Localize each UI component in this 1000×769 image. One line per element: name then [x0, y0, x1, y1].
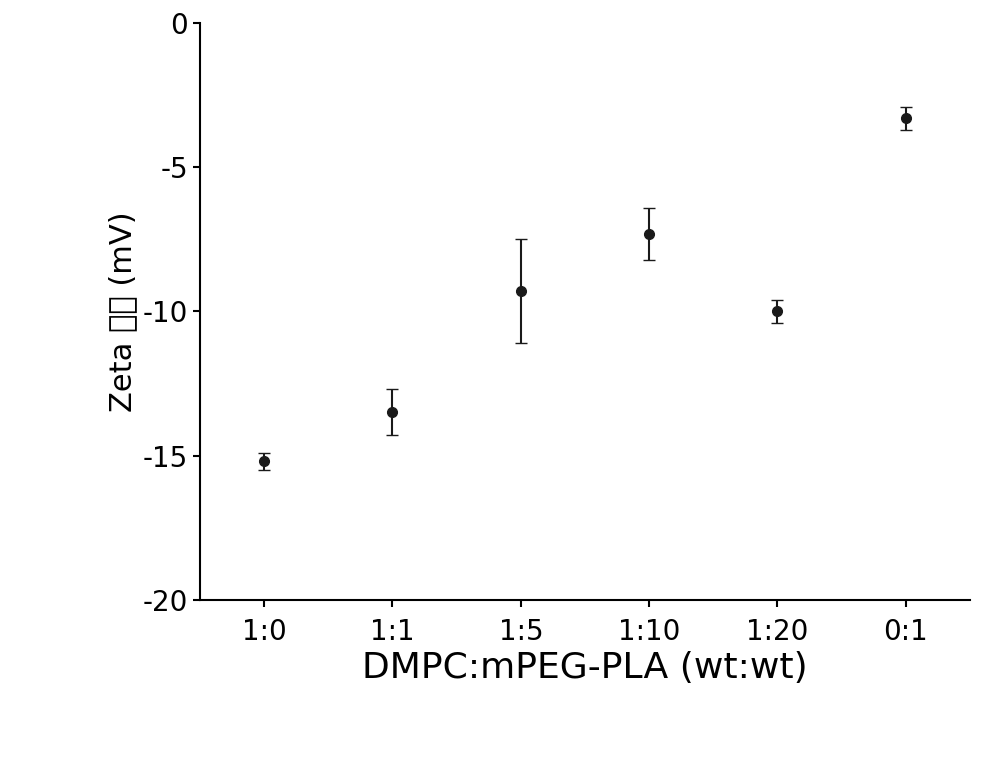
Y-axis label: Zeta 电位 (mV): Zeta 电位 (mV) — [108, 211, 137, 411]
X-axis label: DMPC:mPEG-PLA (wt:wt): DMPC:mPEG-PLA (wt:wt) — [362, 651, 808, 685]
